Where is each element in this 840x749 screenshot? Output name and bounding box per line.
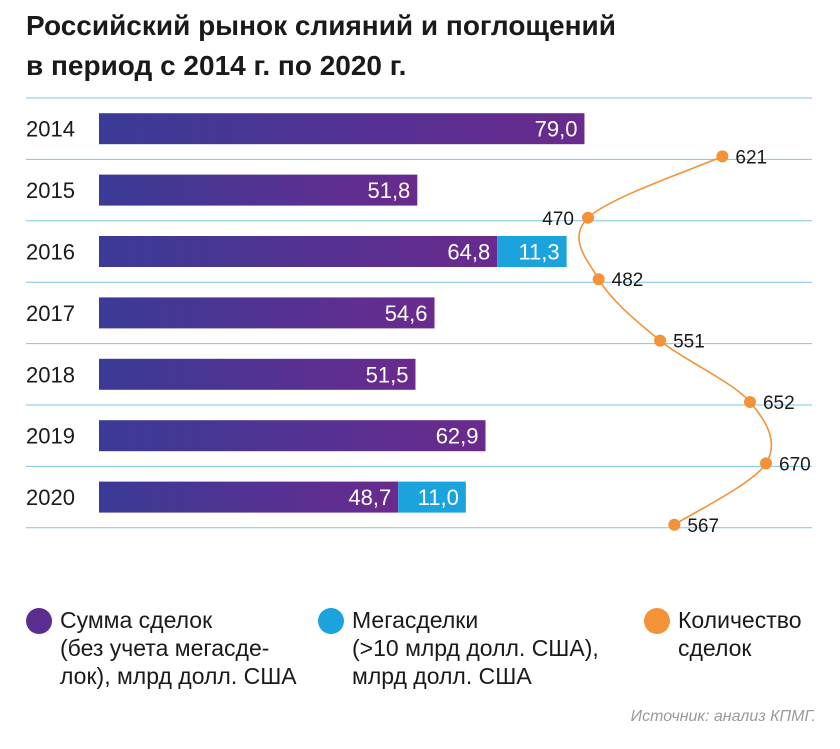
bar-deal-sum	[99, 297, 435, 329]
year-label: 2015	[26, 178, 75, 203]
deal-count-point	[716, 150, 729, 163]
chart-title: Российский рынок слияний и поглощений в …	[26, 6, 806, 86]
deal-count-point	[760, 457, 772, 470]
source-note: Источник: анализ КПМГ.	[630, 708, 816, 725]
megadeal-value-label: 11,3	[518, 240, 559, 265]
deal-count-point	[743, 396, 756, 408]
bar-deal-sum	[99, 113, 585, 145]
legend-swatch-deal-sum	[26, 608, 52, 634]
deal-count-label: 551	[673, 332, 705, 353]
chart-title-line-2: в период с 2014 г. по 2020 г.	[26, 50, 407, 81]
bar-megadeal	[398, 481, 466, 513]
bar-value-label: 51,5	[366, 362, 409, 387]
deal-count-point	[668, 518, 681, 531]
deal-count-label: 567	[687, 516, 719, 537]
bar-value-label: 48,7	[348, 485, 391, 510]
chart-title-line-1: Российский рынок слияний и поглощений	[26, 10, 616, 41]
deal-count-label: 652	[763, 393, 795, 414]
year-labels: 2014 2015 2016 2017 2018 2019 2020	[26, 117, 75, 510]
year-label: 2018	[26, 362, 75, 387]
deal-count-point	[654, 334, 667, 347]
deal-count-label: 470	[542, 209, 574, 230]
gridlines	[26, 97, 812, 529]
bar-deal-sum	[99, 174, 418, 206]
deal-count-point	[582, 211, 594, 224]
year-label: 2016	[26, 240, 75, 265]
year-label: 2014	[26, 117, 75, 142]
bar-value-label: 54,6	[385, 301, 428, 326]
megadeal-value-label: 11,0	[418, 485, 459, 510]
legend-label-deal-count: Количество сделок	[678, 607, 802, 661]
deal-count-point	[592, 273, 605, 286]
year-label: 2020	[26, 485, 75, 510]
bar-value-label: 51,8	[367, 178, 410, 203]
bar-deal-sum	[99, 481, 399, 513]
legend-swatch-deal-count	[644, 608, 670, 634]
bar-deal-sum	[99, 420, 486, 452]
bars: 79,0 51,8 64,8 11,3 54,6 51,5 62,9 48,7 11,0	[99, 113, 585, 513]
legend-label-megadeals: Мегасделки (>10 млрд долл. США), млрд до…	[352, 607, 599, 689]
deal-count-line: 621 470 482 551 652 670 567	[542, 147, 810, 536]
deal-count-label: 670	[779, 454, 811, 475]
legend-label-deal-sum: Сумма сделок (без учета мегасде- лок), м…	[60, 607, 297, 689]
bar-value-label: 79,0	[535, 117, 578, 142]
deal-count-label: 482	[612, 270, 644, 291]
bar-deal-sum	[99, 358, 416, 390]
legend-swatch-megadeals	[318, 608, 344, 634]
year-label: 2017	[26, 301, 75, 326]
bar-megadeal	[497, 236, 567, 267]
year-label: 2019	[26, 424, 75, 449]
bar-value-label: 62,9	[436, 424, 479, 449]
deal-count-label: 621	[735, 147, 767, 168]
bar-value-label: 64,8	[447, 240, 490, 265]
chart-area: 2014 2015 2016 2017 2018 2019 2020 79,0 51,8 64,…	[26, 97, 812, 537]
bar-deal-sum	[99, 236, 498, 267]
